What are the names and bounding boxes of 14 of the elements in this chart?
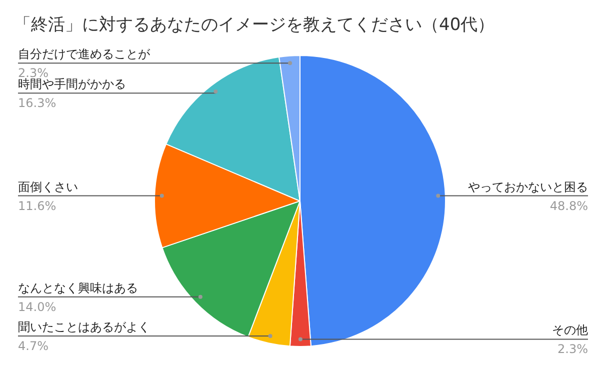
- data-label: 16.3%: [18, 96, 56, 110]
- data-label: 2.3%: [558, 342, 588, 356]
- data-label: 4.7%: [18, 338, 48, 353]
- data-label: 11.6%: [18, 198, 56, 213]
- slice-label: 自分だけで進めることが: [18, 47, 151, 62]
- data-label: 14.0%: [18, 300, 56, 314]
- data-label: 48.8%: [550, 198, 588, 213]
- slice-label: 聞いたことはあるがよく: [18, 320, 150, 334]
- chart-title: 「終活」に対するあなたのイメージを教えてください（40代）: [14, 15, 495, 35]
- slice-label: 時間や手間がかかる: [18, 77, 126, 92]
- slice-label: なんとなく興味はある: [18, 280, 138, 295]
- slice-label: 面倒くさい: [18, 180, 78, 194]
- slice-label: その他: [552, 323, 588, 338]
- slice-label: やっておかないと困る: [468, 180, 588, 194]
